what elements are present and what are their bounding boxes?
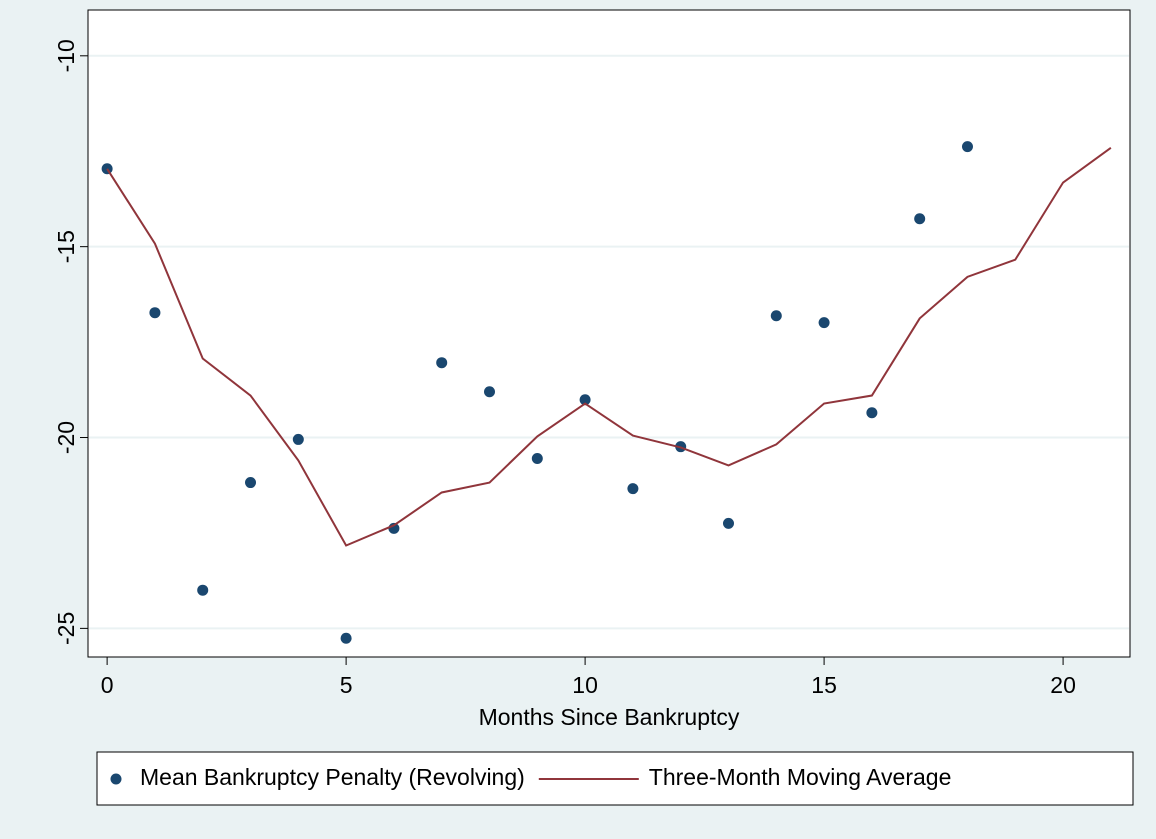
point (197, 584, 209, 596)
y-tick-label: -15 (53, 230, 79, 263)
x-axis-label: Months Since Bankruptcy (479, 704, 740, 730)
x-tick-label: 10 (572, 672, 598, 698)
x-tick-label: 5 (340, 672, 353, 698)
point (866, 407, 878, 419)
point (722, 517, 734, 529)
legend-marker (110, 773, 122, 785)
x-tick-label: 15 (811, 672, 837, 698)
point (627, 483, 639, 495)
point (961, 141, 973, 153)
point (484, 386, 496, 398)
y-tick-label: -20 (53, 421, 79, 454)
y-tick-label: -10 (53, 39, 79, 72)
point (531, 453, 543, 465)
legend-label: Three-Month Moving Average (649, 764, 952, 790)
line-series (106, 146, 1112, 547)
point (245, 477, 257, 489)
point (914, 213, 926, 225)
point (292, 433, 304, 445)
x-tick-label: 20 (1050, 672, 1076, 698)
point (149, 307, 161, 319)
plot-area (87, 9, 1131, 658)
point (579, 394, 591, 406)
point (340, 632, 352, 644)
legend-label: Mean Bankruptcy Penalty (Revolving) (140, 764, 525, 790)
point (770, 310, 782, 322)
y-tick-label: -25 (53, 612, 79, 645)
point (436, 357, 448, 369)
point (818, 317, 830, 329)
x-tick-label: 0 (101, 672, 114, 698)
